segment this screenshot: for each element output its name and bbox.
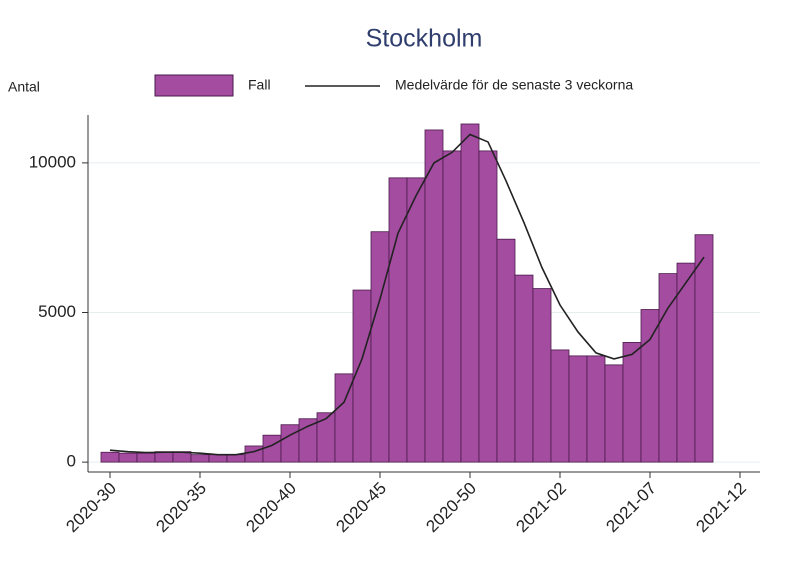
y-tick-label: 5000 bbox=[38, 302, 76, 321]
bar bbox=[370, 231, 390, 463]
bar bbox=[316, 412, 336, 463]
bar bbox=[676, 262, 696, 463]
bar bbox=[118, 452, 138, 463]
y-tick-label: 10000 bbox=[29, 152, 76, 171]
bar bbox=[244, 445, 264, 463]
bar bbox=[280, 424, 300, 463]
x-tick-label: 2020-50 bbox=[422, 479, 480, 537]
y-axis-label: Antal bbox=[8, 79, 40, 95]
bar bbox=[658, 273, 678, 463]
legend-label: Fall bbox=[248, 77, 271, 93]
bar bbox=[514, 274, 534, 463]
bar bbox=[100, 451, 120, 463]
x-tick-label: 2021-02 bbox=[512, 479, 570, 537]
bar bbox=[478, 150, 498, 463]
line bbox=[109, 133, 705, 456]
bar bbox=[568, 355, 588, 463]
bar bbox=[424, 129, 444, 463]
y-tick-label: 0 bbox=[67, 452, 76, 471]
x-tick-label: 2020-45 bbox=[332, 479, 390, 537]
bar bbox=[460, 123, 480, 463]
bar bbox=[604, 364, 624, 463]
x-tick-label: 2020-40 bbox=[242, 479, 300, 537]
bar bbox=[586, 355, 606, 463]
bar bbox=[208, 454, 228, 463]
bar bbox=[262, 434, 282, 463]
legend-label: Medelvärde för de senaste 3 veckorna bbox=[395, 77, 633, 93]
bar bbox=[442, 150, 462, 463]
bar bbox=[532, 288, 552, 463]
bar bbox=[622, 342, 642, 463]
bar bbox=[226, 454, 246, 463]
bar bbox=[694, 234, 714, 463]
bar bbox=[136, 452, 156, 463]
bar bbox=[406, 177, 426, 463]
x-tick-label: 2021-12 bbox=[692, 479, 750, 537]
bar bbox=[640, 309, 660, 463]
bar bbox=[496, 238, 516, 463]
bar bbox=[550, 349, 570, 463]
bar bbox=[190, 454, 210, 463]
legend-swatch bbox=[154, 74, 234, 97]
bar bbox=[154, 451, 174, 463]
x-tick-label: 2020-30 bbox=[62, 479, 120, 537]
x-tick-label: 2020-35 bbox=[152, 479, 210, 537]
bar bbox=[298, 418, 318, 463]
chart-title: Stockholm bbox=[366, 25, 483, 53]
x-tick-label: 2021-07 bbox=[602, 479, 660, 537]
